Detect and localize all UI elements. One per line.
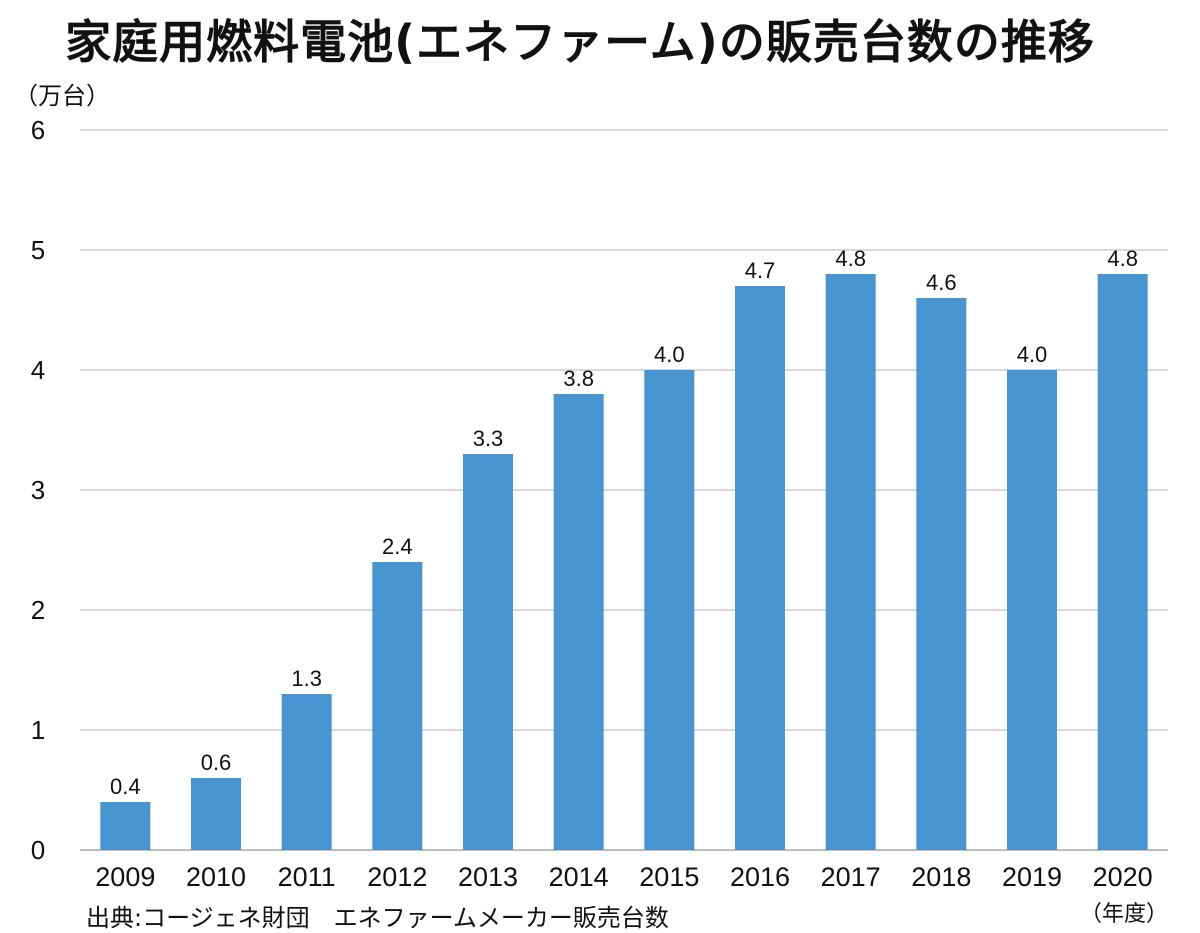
data-label-2009: 0.4 xyxy=(110,774,141,799)
x-tick-label-2010: 2010 xyxy=(186,862,246,892)
x-tick-label-2011: 2011 xyxy=(278,862,336,892)
x-tick-label-2019: 2019 xyxy=(1002,862,1062,892)
x-tick-label-2018: 2018 xyxy=(911,862,971,892)
data-label-2020: 4.8 xyxy=(1107,246,1138,271)
y-tick-label-5: 5 xyxy=(31,235,45,265)
x-tick-label-2009: 2009 xyxy=(95,862,155,892)
data-label-2015: 4.0 xyxy=(654,342,685,367)
x-tick-label-2013: 2013 xyxy=(458,862,518,892)
y-tick-labels: 0 1 2 3 4 5 6 xyxy=(31,115,45,865)
y-tick-label-4: 4 xyxy=(31,355,45,385)
y-axis-unit-label: （万台） xyxy=(14,82,110,110)
chart-title: 家庭用燃料電池(エネファーム)の販売台数の推移 xyxy=(65,15,1095,69)
y-tick-label-0: 0 xyxy=(31,835,45,865)
y-tick-label-6: 6 xyxy=(31,115,45,145)
y-tick-label-3: 3 xyxy=(31,475,45,505)
data-label-2010: 0.6 xyxy=(201,750,232,775)
data-label-2011: 1.3 xyxy=(291,666,322,691)
bar-2011 xyxy=(281,694,332,850)
bar-2017 xyxy=(825,274,876,850)
x-tick-label-2012: 2012 xyxy=(367,862,427,892)
bar-2016 xyxy=(735,286,785,850)
data-label-2016: 4.7 xyxy=(745,258,776,283)
x-tick-label-2015: 2015 xyxy=(639,862,699,892)
bar-2020 xyxy=(1097,274,1148,850)
data-label-2017: 4.8 xyxy=(835,246,866,271)
bar-2019 xyxy=(1007,370,1057,850)
data-label-2019: 4.0 xyxy=(1017,342,1048,367)
x-tick-label-2017: 2017 xyxy=(821,862,881,892)
data-labels: 0.4 0.6 1.3 2.4 3.3 3.8 4.0 4.7 4.8 4.6 4.0 4.8 xyxy=(110,246,1138,799)
data-label-2013: 3.3 xyxy=(473,426,504,451)
x-tick-label-2020: 2020 xyxy=(1093,862,1153,892)
gridlines xyxy=(80,129,1168,851)
y-tick-label-1: 1 xyxy=(31,715,45,745)
x-axis-unit-label: （年度） xyxy=(1080,902,1169,927)
data-label-2014: 3.8 xyxy=(563,366,594,391)
source-note: 出典:コージェネ財団 エネファームメーカー販売台数 xyxy=(86,904,669,932)
x-tick-labels: 2009 2010 2011 2012 2013 2014 2015 2016 2017 2018… xyxy=(95,862,1152,892)
bar-2010 xyxy=(191,778,241,850)
data-label-2018: 4.6 xyxy=(926,270,957,295)
data-label-2012: 2.4 xyxy=(382,534,413,559)
bar-2014 xyxy=(553,394,604,850)
x-tick-label-2014: 2014 xyxy=(549,862,609,892)
bar-2013 xyxy=(463,454,513,850)
bar-2015 xyxy=(644,370,695,850)
bars xyxy=(100,274,1148,850)
x-tick-label-2016: 2016 xyxy=(730,862,790,892)
bar-2018 xyxy=(916,298,967,850)
bar-2009 xyxy=(100,802,151,850)
bar-2012 xyxy=(372,562,423,850)
y-tick-label-2: 2 xyxy=(31,595,45,625)
